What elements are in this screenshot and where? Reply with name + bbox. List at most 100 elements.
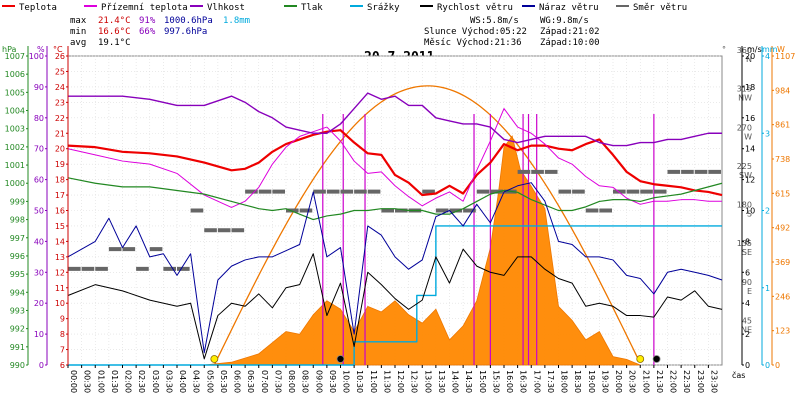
time-label: 16:00	[505, 370, 514, 393]
stat-max-rain: 1.8mm	[223, 16, 250, 26]
c-axis-label: 9	[60, 315, 65, 324]
time-label: 10:00	[342, 370, 351, 393]
c-axis-label: 6	[60, 361, 65, 370]
direction-mark	[395, 208, 408, 213]
time-label: 16:30	[519, 370, 528, 393]
direction-mark	[245, 189, 258, 194]
time-label: 07:00	[260, 370, 269, 393]
dir-axis-compass: NE	[741, 325, 752, 334]
time-label: 00:30	[83, 370, 92, 393]
direction-mark	[149, 247, 163, 252]
series-tlak	[67, 177, 723, 221]
w-axis-label: 1107	[775, 52, 795, 61]
time-label: 02:30	[137, 370, 146, 393]
pct-axis-label: 30	[34, 268, 44, 277]
time-label: 20:30	[628, 370, 637, 393]
moon-marker	[652, 355, 661, 363]
c-axis-label: 21	[55, 129, 65, 138]
time-label: 01:00	[96, 370, 105, 393]
stat-min-temp: 16.6°C	[98, 27, 131, 37]
pct-axis-label: 100	[29, 52, 44, 61]
w-axis-label: 615	[775, 189, 790, 198]
ms-axis-label: 14	[745, 145, 755, 154]
series-rychlost	[67, 248, 723, 360]
dir-axis-compass: N	[746, 55, 752, 64]
time-label: 03:30	[164, 370, 173, 393]
direction-mark	[544, 169, 558, 174]
direction-mark	[667, 169, 681, 174]
hpa-axis-label: 1000	[5, 179, 25, 188]
direction-mark	[708, 169, 721, 174]
axis-unit-hpa_label: hPa	[2, 45, 17, 54]
stat-max-hum: 91%	[139, 16, 156, 26]
stat-max-press: 1000.6hPa	[164, 16, 213, 26]
time-label: 08:00	[287, 370, 296, 393]
direction-mark	[163, 266, 176, 271]
w-axis-label: 984	[775, 86, 790, 95]
series-vlhkost	[68, 92, 722, 147]
pct-axis-label: 80	[34, 114, 44, 123]
time-label: 12:30	[410, 370, 419, 393]
c-axis-label: 13	[55, 253, 65, 262]
time-label: 07:30	[273, 370, 282, 393]
hpa-axis-label: 996	[10, 252, 25, 261]
series-naraz	[67, 182, 723, 354]
direction-mark	[354, 189, 367, 194]
direction-mark	[204, 228, 217, 233]
solar-radiation	[204, 85, 641, 366]
time-label: 02:00	[124, 370, 133, 393]
ms-axis-label: 20	[745, 52, 755, 61]
time-label: 22:00	[669, 370, 678, 393]
legend-label-vlhkost: Vlhkost	[207, 3, 245, 13]
solar-theoretical-curve	[213, 85, 641, 366]
legend-label-tlak: Tlak	[301, 3, 323, 13]
w-axis-label: 0	[775, 361, 780, 370]
direction-mark	[258, 189, 272, 194]
direction-mark	[558, 189, 572, 194]
dir-axis-compass: NW	[738, 94, 752, 103]
pct-axis-label: 90	[34, 83, 44, 92]
time-label: 03:00	[151, 370, 160, 393]
direction-mark	[640, 189, 653, 194]
dir-axis-label: 45	[742, 316, 752, 325]
direction-mark	[531, 169, 544, 174]
info-ws: WS:5.8m/s	[470, 16, 519, 26]
direction-mark	[190, 208, 204, 213]
time-label: 00:00	[69, 370, 78, 393]
direction-mark	[694, 169, 708, 174]
direction-mark	[613, 189, 626, 194]
c-axis-label: 23	[55, 98, 65, 107]
direction-mark	[217, 228, 231, 233]
hpa-axis-label: 997	[10, 234, 25, 243]
c-axis-label: 16	[55, 207, 65, 216]
pct-axis-label: 50	[34, 207, 44, 216]
dir-axis-label: 270	[737, 123, 752, 132]
stat-min-press: 997.6hPa	[164, 27, 207, 37]
c-axis-label: 19	[55, 160, 65, 169]
direction-mark	[272, 189, 285, 194]
direction-mark	[136, 266, 149, 271]
astro-info: WS:5.8m/s WG:9.8m/s Slunce Východ:05:22 …	[424, 16, 600, 48]
direction-mark	[381, 208, 394, 213]
ms-axis-label: 8	[745, 237, 750, 246]
direction-mark	[653, 189, 667, 194]
direction-mark	[326, 189, 340, 194]
time-label: 06:30	[246, 370, 255, 393]
info-moon-rise: Měsíc Východ:21:36	[424, 38, 522, 48]
hpa-axis-label: 994	[10, 288, 25, 297]
hpa-axis-label: 990	[10, 361, 25, 370]
time-label: 15:30	[491, 370, 500, 393]
dir-axis-compass: SW	[739, 171, 752, 180]
dir-axis-label: 360	[737, 46, 752, 55]
ms-axis-label: 10	[745, 207, 755, 216]
hpa-axis-label: 1007	[5, 52, 25, 61]
dir-axis-label: 90	[742, 278, 752, 287]
hpa-axis-label: 993	[10, 306, 25, 315]
direction-mark	[299, 208, 313, 213]
dir-axis-compass: W	[744, 132, 752, 141]
moon-marker	[336, 355, 345, 363]
direction-mark	[599, 208, 612, 213]
pct-axis-label: 70	[34, 145, 44, 154]
time-label: 09:30	[328, 370, 337, 393]
